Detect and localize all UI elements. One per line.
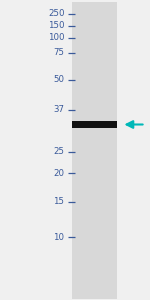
Text: 20: 20	[54, 169, 64, 178]
Text: 15: 15	[54, 197, 64, 206]
Text: 10: 10	[54, 232, 64, 242]
Bar	[72, 116, 117, 121]
Bar	[72, 121, 117, 128]
Text: 250: 250	[48, 9, 64, 18]
Text: 25: 25	[54, 147, 64, 156]
Bar	[72, 115, 117, 121]
Text: 50: 50	[54, 75, 64, 84]
Bar	[72, 128, 117, 134]
Bar	[72, 2, 117, 298]
Text: 37: 37	[54, 105, 64, 114]
Bar	[72, 120, 117, 121]
Bar	[72, 128, 117, 129]
Text: 150: 150	[48, 21, 64, 30]
Bar	[72, 128, 117, 133]
Bar	[72, 128, 117, 131]
Bar	[72, 119, 117, 121]
Text: 100: 100	[48, 33, 64, 42]
Text: 75: 75	[54, 48, 64, 57]
Bar	[72, 128, 117, 130]
Bar	[72, 118, 117, 121]
